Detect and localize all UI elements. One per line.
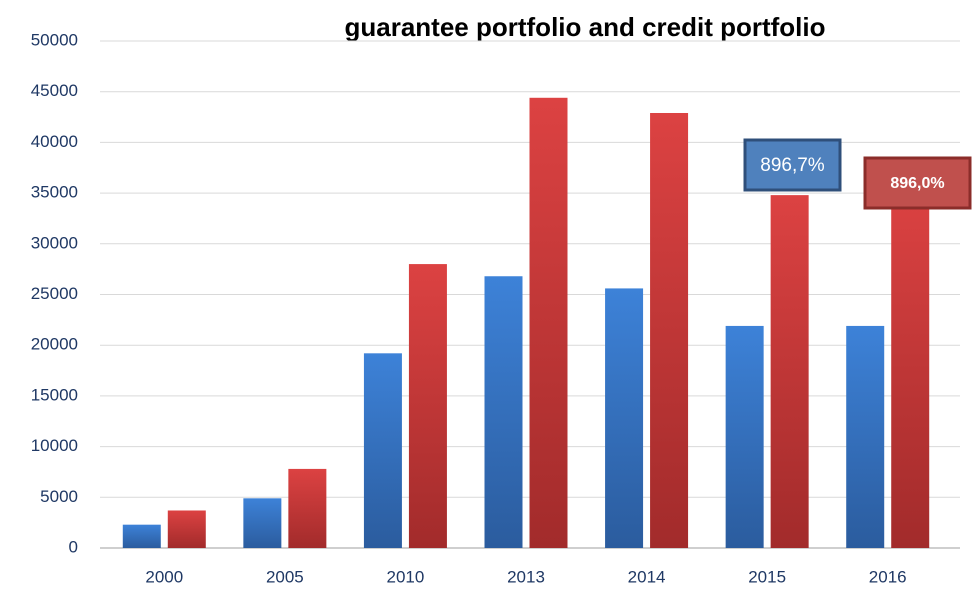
bar [122,524,161,548]
y-tick-label: 20000 [31,335,78,354]
bar [167,510,206,548]
bar [770,195,809,549]
x-tick-label: 2010 [387,567,425,586]
y-tick-label: 25000 [31,284,78,303]
bar [891,189,930,548]
bar [408,264,447,548]
y-tick-label: 0 [69,537,78,556]
y-tick-label: 50000 [31,30,78,49]
y-tick-label: 45000 [31,81,78,100]
bar [650,112,689,548]
annotation-box [863,156,972,210]
annotation-text: 896,0% [890,175,944,192]
y-tick-label: 5000 [40,487,78,506]
bar [605,288,644,548]
annotation-text: 896,7% [760,155,825,176]
y-tick-label: 30000 [31,233,78,252]
bar [243,498,282,548]
y-tick-label: 10000 [31,436,78,455]
bar [288,468,327,548]
y-tick-label: 15000 [31,385,78,404]
x-tick-label: 2014 [628,567,666,586]
chart-title: guarantee portfolio and credit portfolio [345,12,826,42]
x-tick-label: 2005 [266,567,304,586]
bar [725,325,764,548]
x-tick-label: 2000 [145,567,183,586]
bar [363,353,402,548]
annotation-box [743,138,842,192]
x-tick-label: 2015 [748,567,786,586]
x-tick-label: 2016 [869,567,907,586]
x-tick-label: 2013 [507,567,545,586]
y-tick-label: 40000 [31,132,78,151]
bar [529,97,568,548]
bar [484,276,523,548]
y-tick-label: 35000 [31,183,78,202]
bar [846,325,885,548]
